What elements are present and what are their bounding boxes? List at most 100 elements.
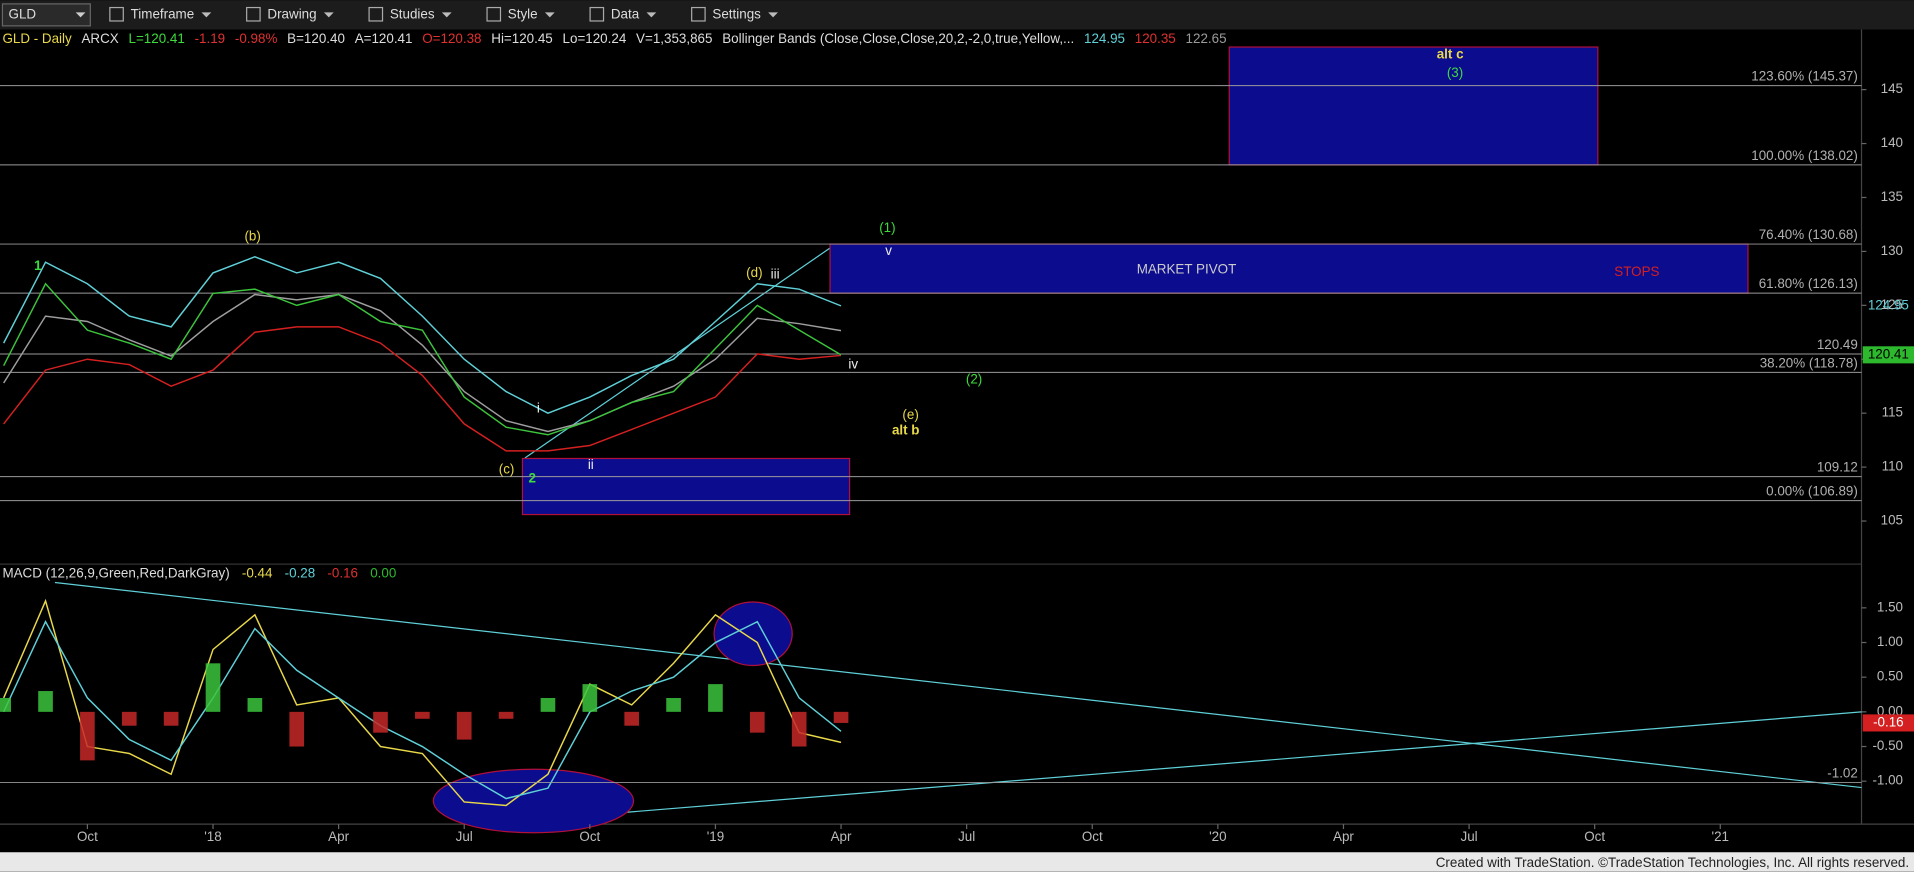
menu-icon bbox=[109, 6, 124, 22]
wave-label: (3) bbox=[1447, 65, 1463, 80]
histogram-bar bbox=[163, 711, 179, 726]
header-item: GLD - Daily bbox=[2, 31, 72, 46]
histogram-bar bbox=[121, 711, 137, 726]
macd-header-value: -0.44 bbox=[242, 565, 273, 580]
macd-header-value: 0.00 bbox=[370, 565, 396, 580]
y-tick-label: 140 bbox=[1881, 135, 1903, 150]
header-item: 122.65 bbox=[1186, 31, 1227, 46]
symbol[interactable]: GLD bbox=[9, 6, 37, 21]
menu-item[interactable]: Settings bbox=[712, 6, 761, 21]
menu-icon bbox=[246, 6, 261, 22]
x-tick-label: '18 bbox=[204, 829, 221, 844]
dropdown-icon bbox=[768, 12, 778, 18]
y-tick-label: 110 bbox=[1882, 459, 1903, 474]
header-item: O=120.38 bbox=[422, 31, 481, 46]
x-tick-label: '21 bbox=[1712, 829, 1729, 844]
histogram-bar bbox=[791, 711, 807, 747]
dropdown-icon bbox=[323, 12, 334, 18]
x-tick-label: Jul bbox=[1460, 829, 1477, 844]
level-label: 109.12 bbox=[1817, 460, 1858, 475]
histogram-bar bbox=[456, 711, 472, 740]
trend-line bbox=[524, 711, 1862, 822]
x-tick-label: Oct bbox=[1082, 829, 1103, 844]
menu-item[interactable]: Timeframe bbox=[131, 6, 195, 21]
histogram-bar bbox=[205, 663, 221, 712]
dropdown-icon bbox=[646, 12, 657, 18]
level-label: 0.00% (106.89) bbox=[1766, 484, 1858, 499]
y-tick-label: 105 bbox=[1881, 513, 1903, 528]
dropdown-icon bbox=[544, 12, 555, 18]
histogram-bar bbox=[38, 691, 53, 712]
histogram-bar bbox=[498, 711, 514, 719]
header-item: -0.98% bbox=[235, 31, 278, 46]
x-tick-label: Apr bbox=[831, 829, 852, 844]
header-item: 124.95 bbox=[1084, 31, 1125, 46]
histogram-bar bbox=[540, 697, 556, 712]
series-line bbox=[3, 293, 842, 433]
series-line bbox=[3, 282, 842, 436]
level-label: 100.00% (138.02) bbox=[1751, 148, 1858, 163]
level-label: 76.40% (130.68) bbox=[1759, 227, 1858, 242]
price-label: 124.95 bbox=[1868, 297, 1909, 312]
trend-line bbox=[524, 247, 831, 459]
header-item: L=120.41 bbox=[129, 31, 185, 46]
wave-label: iii bbox=[771, 266, 780, 281]
menu-icon bbox=[486, 6, 502, 22]
zone bbox=[829, 243, 1749, 294]
toolbar bbox=[0, 0, 1914, 30]
header-item: V=1,353,865 bbox=[636, 31, 712, 46]
header-item: ARCX bbox=[81, 31, 118, 46]
menu-item[interactable]: Style bbox=[508, 6, 538, 21]
last-value-label: -0.16 bbox=[1873, 714, 1904, 729]
menu-icon bbox=[589, 6, 605, 22]
series-line bbox=[2, 598, 842, 807]
symbol-box[interactable] bbox=[1, 3, 91, 27]
histogram-bar bbox=[247, 697, 263, 712]
wave-label: 1 bbox=[34, 258, 42, 273]
y-tick-label: 0.50 bbox=[1877, 669, 1903, 684]
y-tick-label: 130 bbox=[1881, 243, 1903, 258]
wave-label: (d) bbox=[746, 265, 762, 280]
header-item: B=120.40 bbox=[287, 31, 345, 46]
dropdown-icon bbox=[75, 12, 86, 18]
header-item: -1.19 bbox=[195, 31, 226, 46]
histogram-bar bbox=[0, 697, 11, 712]
highlight-ellipse bbox=[713, 601, 793, 667]
price-label: 120.41 bbox=[1868, 346, 1909, 361]
menu-item[interactable]: Data bbox=[611, 6, 640, 21]
plot-layer: Timeframe Drawing Studies Style Data Settings… bbox=[0, 6, 1914, 844]
wave-label: iv bbox=[848, 357, 858, 372]
y-tick-label: 1.00 bbox=[1877, 634, 1903, 649]
dropdown-icon bbox=[441, 12, 452, 18]
wave-label: alt c bbox=[1437, 47, 1464, 62]
wave-label: v bbox=[885, 243, 892, 258]
menu-item[interactable]: Drawing bbox=[267, 6, 316, 21]
header-item: Hi=120.45 bbox=[491, 31, 553, 46]
wave-label: (2) bbox=[966, 371, 982, 386]
level-label: 120.49 bbox=[1817, 337, 1858, 352]
level-label: -1.02 bbox=[1827, 766, 1858, 781]
menu-icon bbox=[691, 6, 706, 22]
histogram-bar bbox=[80, 711, 95, 761]
x-tick-label: '19 bbox=[707, 829, 724, 844]
histogram-bar bbox=[289, 711, 305, 747]
histogram-bar bbox=[624, 711, 640, 726]
zone bbox=[521, 457, 851, 516]
y-tick-label: 125 bbox=[1881, 297, 1903, 312]
wave-label: (b) bbox=[244, 229, 260, 244]
level-label: 123.60% (145.37) bbox=[1751, 69, 1858, 84]
x-tick-label: Jul bbox=[456, 829, 473, 844]
histogram-bar bbox=[582, 684, 598, 712]
x-tick-label: Apr bbox=[1333, 829, 1354, 844]
histogram-bar bbox=[833, 711, 849, 723]
y-tick-label: 135 bbox=[1881, 189, 1903, 204]
menu-item[interactable]: Studies bbox=[390, 6, 435, 21]
x-tick-label: Oct bbox=[579, 829, 600, 844]
y-tick-label: 115 bbox=[1882, 405, 1903, 420]
histogram-bar bbox=[415, 711, 430, 719]
wave-label: MARKET PIVOT bbox=[1137, 262, 1237, 277]
level-label: 38.20% (118.78) bbox=[1760, 355, 1858, 370]
